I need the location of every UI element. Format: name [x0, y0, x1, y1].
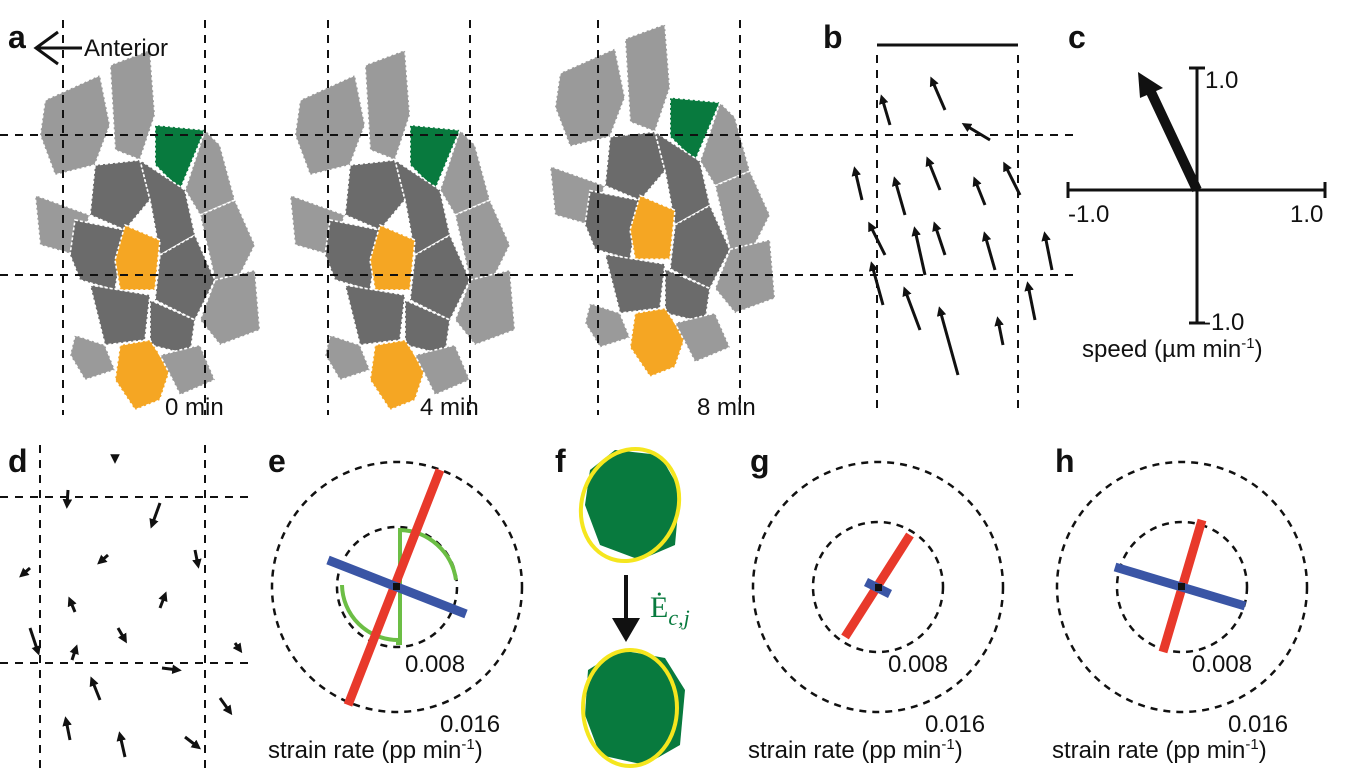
ring-label: 0.016	[440, 711, 500, 738]
time-label: 8 min	[697, 394, 756, 421]
strain-arrows	[22, 455, 240, 757]
text-part: strain rate (pp min	[748, 737, 941, 764]
panel-c: c 1.0 -1.0 1.0 -1.0 speed (µm min-1)	[1068, 19, 1325, 363]
text-part: )	[1259, 737, 1267, 764]
ring-label: 0.008	[405, 651, 465, 678]
text-part: c,j	[668, 605, 689, 630]
anterior-arrow	[36, 32, 82, 64]
text-part: speed (µm min	[1082, 336, 1241, 363]
panel-a: a Anterior 0 min 4 min 8 min	[0, 19, 1075, 421]
tracks	[855, 80, 1052, 375]
tick-label: -1.0	[1068, 201, 1109, 228]
text-part: )	[475, 737, 483, 764]
axis-label: speed (µm min-1)	[1082, 335, 1263, 363]
mean-velocity	[1150, 90, 1197, 190]
tick-label: 1.0	[1290, 201, 1323, 228]
text-part: strain rate (pp min	[1052, 737, 1245, 764]
axes	[1068, 68, 1325, 323]
ring-label: 0.016	[925, 711, 985, 738]
cells-8	[550, 24, 775, 377]
text-part: -1	[1241, 335, 1254, 352]
axis-label: strain rate (pp min-1)	[748, 736, 963, 764]
panel-label: a	[8, 19, 26, 55]
text-part: strain rate (pp min	[268, 737, 461, 764]
tick-label: 1.0	[1205, 67, 1238, 94]
panel-e: e 0.008 0.016 strain rate (pp min-1)	[268, 443, 522, 764]
ring-label: 0.008	[888, 651, 948, 678]
cells-4	[290, 50, 515, 410]
text-part: Ė	[650, 591, 668, 624]
panel-label: f	[555, 443, 566, 479]
text-part: )	[955, 737, 963, 764]
panel-h: h 0.008 0.016 strain rate (pp min-1)	[1052, 443, 1307, 764]
text-part: -1	[941, 736, 954, 753]
figure: a Anterior 0 min 4 min 8 min b c 1.0 -1.…	[0, 0, 1348, 777]
panel-label: b	[823, 19, 843, 55]
panel-label: e	[268, 443, 286, 479]
text-part: -1	[1245, 736, 1258, 753]
time-label: 4 min	[420, 394, 479, 421]
text-part: -1	[461, 736, 474, 753]
ring-label: 0.016	[1228, 711, 1288, 738]
axis-label: strain rate (pp min-1)	[1052, 736, 1267, 764]
panel-label: c	[1068, 19, 1086, 55]
axis-label: strain rate (pp min-1)	[268, 736, 483, 764]
time-label: 0 min	[165, 394, 224, 421]
tick-label: -1.0	[1203, 309, 1244, 336]
ring-label: 0.008	[1192, 651, 1252, 678]
symbol: Ėc,j	[650, 591, 690, 630]
annotation: Anterior	[84, 35, 168, 62]
panel-label: g	[750, 443, 770, 479]
panel-label: d	[8, 443, 28, 479]
panel-d: d	[0, 443, 250, 770]
panel-label: h	[1055, 443, 1075, 479]
panel-g: g 0.008 0.016 strain rate (pp min-1)	[748, 443, 1003, 764]
text-part: )	[1255, 336, 1263, 363]
cells-0	[35, 50, 260, 410]
panel-f: f Ėc,j	[555, 435, 695, 766]
